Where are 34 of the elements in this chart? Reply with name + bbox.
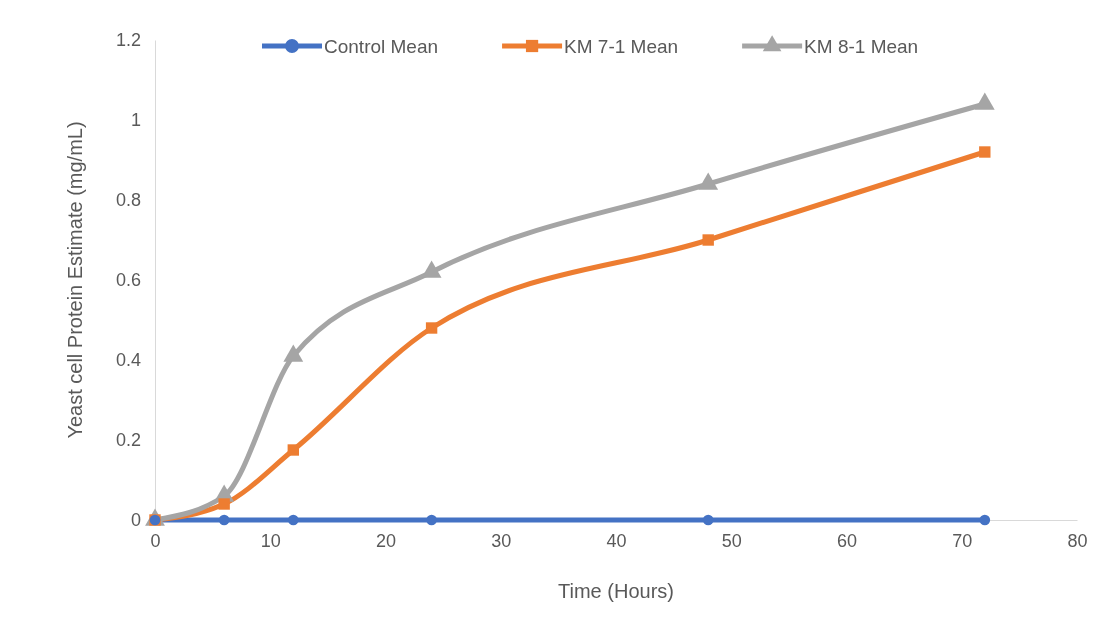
x-axis-title: Time (Hours)	[558, 580, 674, 602]
x-tick-label: 20	[375, 530, 397, 551]
point	[287, 444, 299, 456]
x-tick-label: 30	[491, 530, 512, 551]
legend-label: KM 8-1 Mean	[804, 36, 919, 57]
x-tick-label: 40	[606, 530, 627, 551]
point	[421, 260, 442, 278]
y-axis-title: Yeast cell Protein Estimate (mg/mL)	[64, 121, 86, 439]
x-tick-label: 60	[836, 530, 858, 551]
point	[287, 514, 299, 526]
point	[702, 234, 714, 246]
x-tick-label: 80	[1067, 530, 1088, 551]
y-tick-label: 0.4	[115, 350, 141, 371]
y-tick-label: 0.8	[115, 190, 141, 211]
point	[425, 322, 438, 334]
point	[218, 514, 230, 526]
point	[979, 514, 991, 526]
point	[974, 92, 995, 110]
y-tick-label: 0	[130, 510, 141, 531]
point	[698, 172, 719, 190]
y-tick-label: 0.6	[115, 270, 141, 291]
y-tick-label: 0.2	[115, 430, 141, 451]
legend-label: KM 7-1 Mean	[564, 36, 679, 57]
x-tick-label: 70	[952, 530, 973, 551]
y-tick-label: 1.2	[115, 30, 141, 51]
point	[702, 514, 714, 526]
x-tick-label: 50	[721, 530, 742, 551]
legend-label: Control Mean	[324, 36, 439, 57]
y-tick-label: 1	[130, 110, 141, 131]
point	[218, 498, 230, 510]
x-tick-label: 0	[150, 530, 161, 551]
point	[426, 514, 437, 526]
x-tick-label: 10	[260, 530, 281, 551]
point	[283, 344, 304, 362]
